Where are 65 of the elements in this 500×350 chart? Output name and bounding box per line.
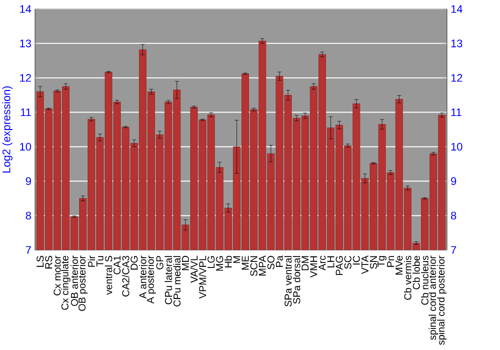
x-tick-label: MG bbox=[216, 256, 224, 271]
y2-tick-label: 14 bbox=[451, 5, 462, 13]
x-tick-label: spinal cord posterior bbox=[437, 256, 447, 345]
x-tick-label: VTA bbox=[362, 255, 368, 274]
x-tick-label: PAG bbox=[336, 256, 343, 275]
x-tick-label: SPa ventral bbox=[284, 256, 292, 306]
x-tick-label: Arc bbox=[318, 256, 326, 270]
x-tick-label: MD bbox=[182, 256, 189, 270]
y2-tick-label: 8 bbox=[450, 212, 456, 220]
x-tick-label: Cb nucleus bbox=[421, 256, 428, 305]
y-tick-label: 12 bbox=[20, 74, 31, 82]
y2-tick-label: 13 bbox=[451, 40, 462, 48]
y-tick-label: 7 bbox=[26, 246, 31, 254]
x-tick-label: Pa bbox=[276, 255, 283, 267]
x-tick-label: CA1 bbox=[114, 256, 121, 274]
x-tick-label: LH bbox=[327, 256, 334, 268]
x-tick-label: LG bbox=[208, 256, 215, 268]
y-tick-label: 13 bbox=[20, 40, 31, 48]
x-tick-label: ME bbox=[242, 256, 249, 270]
x-tick-label: MPA bbox=[258, 255, 266, 276]
x-tick-label: Tg bbox=[378, 256, 386, 267]
x-tick-label: DM bbox=[302, 256, 309, 270]
x-tick-label: SCN bbox=[250, 256, 258, 276]
x-tick-label: Cb vermis bbox=[404, 256, 412, 300]
y-axis-title: Log2 (expression) bbox=[2, 86, 12, 172]
x-tick-label: SPa dorsal bbox=[292, 256, 300, 304]
y-tick-label: 8 bbox=[26, 212, 31, 220]
x-tick-label: OB anterior bbox=[70, 256, 78, 306]
x-tick-label: RS bbox=[45, 256, 52, 268]
x-tick-label: spinal cord anterior bbox=[428, 256, 438, 340]
x-tick-label: VPM/VPL bbox=[198, 256, 206, 299]
x-tick-label: SN bbox=[370, 256, 378, 269]
x-tick-label: SO bbox=[267, 256, 274, 270]
y-tick-label: 14 bbox=[20, 5, 32, 13]
x-tick-label: Cb lobe bbox=[412, 256, 420, 290]
y2-tick-label: 9 bbox=[451, 177, 456, 186]
x-tick-label: CPu lateral bbox=[164, 256, 172, 304]
y2-tick-label: 12 bbox=[451, 74, 462, 82]
x-tick-label: Tu bbox=[96, 256, 104, 266]
x-tick-label: OB posterior bbox=[78, 256, 88, 311]
x-tick-label: A posterior bbox=[146, 256, 156, 304]
x-tick-label: M bbox=[233, 256, 240, 263]
x-tick-label: Cx cingulate bbox=[61, 256, 70, 310]
x-tick-label: IC bbox=[352, 256, 360, 264]
x-tick-label: LS bbox=[36, 256, 44, 267]
y2-tick-label: 11 bbox=[451, 108, 462, 116]
x-tick-label: A anterior bbox=[139, 256, 146, 299]
x-tick-label: MVe bbox=[396, 256, 403, 275]
y2-tick-label: 7 bbox=[451, 246, 456, 254]
y-tick-label: 9 bbox=[26, 177, 31, 186]
x-tick-label: ventral S bbox=[104, 256, 112, 295]
y-tick-label: 10 bbox=[20, 142, 32, 151]
x-tick-label: CA2/CA3 bbox=[122, 256, 130, 296]
x-tick-label: VMH bbox=[310, 256, 318, 278]
x-tick-label: Cx motor bbox=[54, 256, 61, 296]
x-tick-label: SC bbox=[344, 256, 352, 269]
x-tick-label: Pir bbox=[88, 256, 96, 267]
x-tick-label: GP bbox=[156, 256, 164, 270]
x-tick-label: VA/VL bbox=[190, 256, 198, 283]
x-tick-label: CPu medial bbox=[173, 256, 181, 306]
x-tick-label: Pn bbox=[387, 256, 394, 267]
y-tick-label: 11 bbox=[20, 108, 31, 116]
x-tick-label: DG bbox=[130, 256, 138, 270]
y2-tick-label: 10 bbox=[451, 142, 462, 151]
x-tick-label: Hb bbox=[224, 256, 232, 268]
